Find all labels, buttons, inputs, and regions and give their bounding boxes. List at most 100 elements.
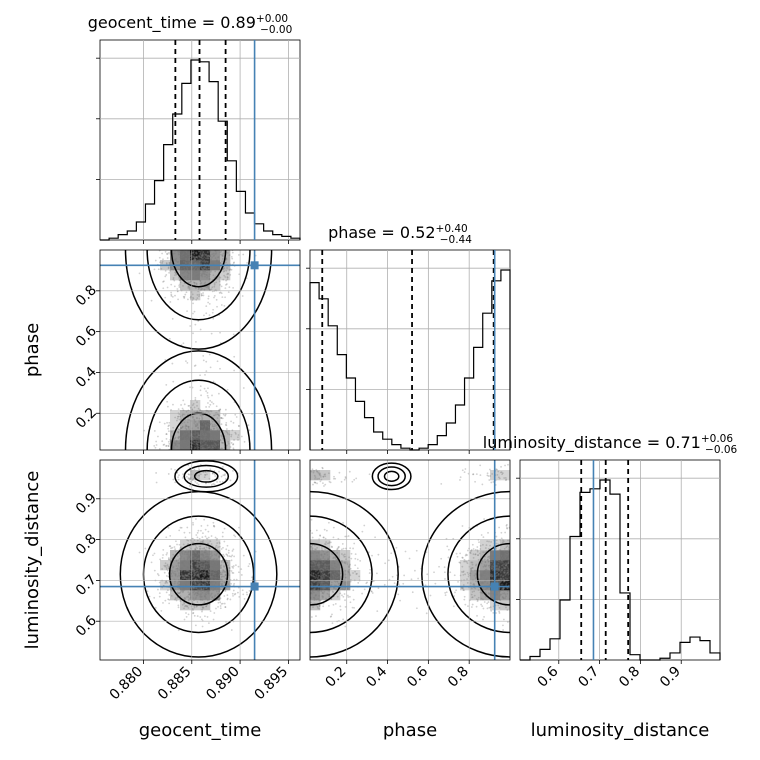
sample-point bbox=[195, 551, 197, 554]
sample-point bbox=[313, 596, 315, 599]
sample-point bbox=[217, 546, 220, 549]
sample-point bbox=[158, 421, 161, 424]
sample-point bbox=[316, 564, 319, 567]
sample-point bbox=[311, 532, 314, 535]
sample-point bbox=[218, 431, 221, 434]
sample-point bbox=[190, 573, 192, 576]
sample-point bbox=[314, 477, 316, 480]
sample-point bbox=[138, 272, 141, 275]
sample-point bbox=[496, 555, 499, 558]
sample-point bbox=[183, 582, 186, 584]
sample-point bbox=[158, 256, 161, 259]
sample-point bbox=[187, 473, 190, 476]
sample-point bbox=[190, 569, 192, 571]
sample-point bbox=[218, 414, 220, 417]
sample-point bbox=[317, 572, 319, 575]
sample-point bbox=[199, 570, 201, 572]
density-cell bbox=[500, 560, 510, 571]
density-cell bbox=[190, 550, 201, 561]
sample-point bbox=[198, 561, 201, 564]
sample-point bbox=[327, 472, 330, 475]
sample-point bbox=[434, 582, 437, 585]
sample-point bbox=[196, 422, 199, 425]
sample-point bbox=[201, 550, 203, 552]
sample-point bbox=[194, 572, 197, 574]
sample-point bbox=[332, 536, 335, 539]
sample-point bbox=[223, 527, 226, 530]
sample-point bbox=[324, 548, 327, 550]
sample-point bbox=[181, 561, 184, 564]
sample-point bbox=[332, 477, 335, 480]
sample-point bbox=[172, 565, 175, 568]
sample-point bbox=[507, 569, 510, 571]
sample-point bbox=[178, 413, 181, 416]
sample-point bbox=[324, 573, 326, 576]
sample-point bbox=[198, 468, 201, 471]
sample-point bbox=[226, 598, 229, 601]
sample-point bbox=[324, 483, 327, 486]
sample-point bbox=[195, 252, 198, 255]
sample-point bbox=[490, 560, 492, 563]
sample-point bbox=[192, 555, 195, 557]
sample-point bbox=[222, 569, 225, 572]
sample-point bbox=[495, 568, 498, 571]
sample-point bbox=[196, 423, 199, 426]
sample-point bbox=[344, 576, 347, 579]
sample-point bbox=[469, 572, 472, 575]
sample-point bbox=[221, 531, 224, 534]
sample-point bbox=[444, 578, 446, 580]
density-cell bbox=[210, 280, 221, 291]
sample-point bbox=[204, 421, 207, 424]
sample-point bbox=[333, 579, 336, 582]
sample-point bbox=[344, 476, 347, 478]
sample-point bbox=[224, 276, 227, 278]
sample-point bbox=[179, 526, 182, 529]
sample-point bbox=[175, 257, 178, 260]
sample-point bbox=[482, 598, 484, 601]
sample-point bbox=[165, 444, 168, 447]
sample-point bbox=[206, 553, 209, 556]
sample-point bbox=[208, 572, 211, 575]
sample-point bbox=[192, 609, 194, 611]
density-cell bbox=[340, 550, 351, 561]
sample-point bbox=[310, 545, 313, 548]
density-cell bbox=[170, 430, 181, 441]
sample-point bbox=[310, 470, 313, 473]
sample-point bbox=[204, 528, 207, 531]
sample-point bbox=[155, 440, 158, 443]
sample-point bbox=[197, 439, 200, 442]
sample-point bbox=[188, 437, 190, 440]
sample-point bbox=[188, 477, 191, 480]
sample-point bbox=[491, 597, 494, 600]
sample-point bbox=[172, 403, 174, 406]
sample-point bbox=[310, 601, 312, 604]
sample-point bbox=[184, 275, 186, 278]
sample-point bbox=[193, 418, 196, 421]
sample-point bbox=[177, 562, 180, 565]
sample-point bbox=[320, 570, 323, 573]
contour-line bbox=[310, 542, 344, 606]
sample-point bbox=[191, 554, 194, 557]
sample-point bbox=[179, 279, 181, 282]
sample-point bbox=[310, 574, 313, 577]
sample-point bbox=[194, 591, 197, 594]
sample-point bbox=[193, 257, 196, 260]
sample-point bbox=[191, 551, 194, 554]
sample-point bbox=[167, 445, 170, 447]
sample-point bbox=[487, 577, 490, 579]
sample-point bbox=[315, 576, 318, 579]
sample-point bbox=[177, 431, 179, 434]
sample-point bbox=[337, 563, 340, 566]
sample-point bbox=[205, 580, 208, 583]
sample-point bbox=[323, 566, 326, 569]
sample-point bbox=[319, 583, 322, 586]
sample-point bbox=[508, 586, 510, 589]
sample-point bbox=[208, 569, 211, 572]
sample-point bbox=[174, 444, 177, 447]
sample-point bbox=[212, 580, 215, 583]
sample-point bbox=[192, 587, 195, 589]
sample-point bbox=[481, 581, 484, 584]
sample-point bbox=[192, 416, 194, 418]
sample-point bbox=[204, 270, 206, 273]
sample-point bbox=[178, 584, 181, 586]
